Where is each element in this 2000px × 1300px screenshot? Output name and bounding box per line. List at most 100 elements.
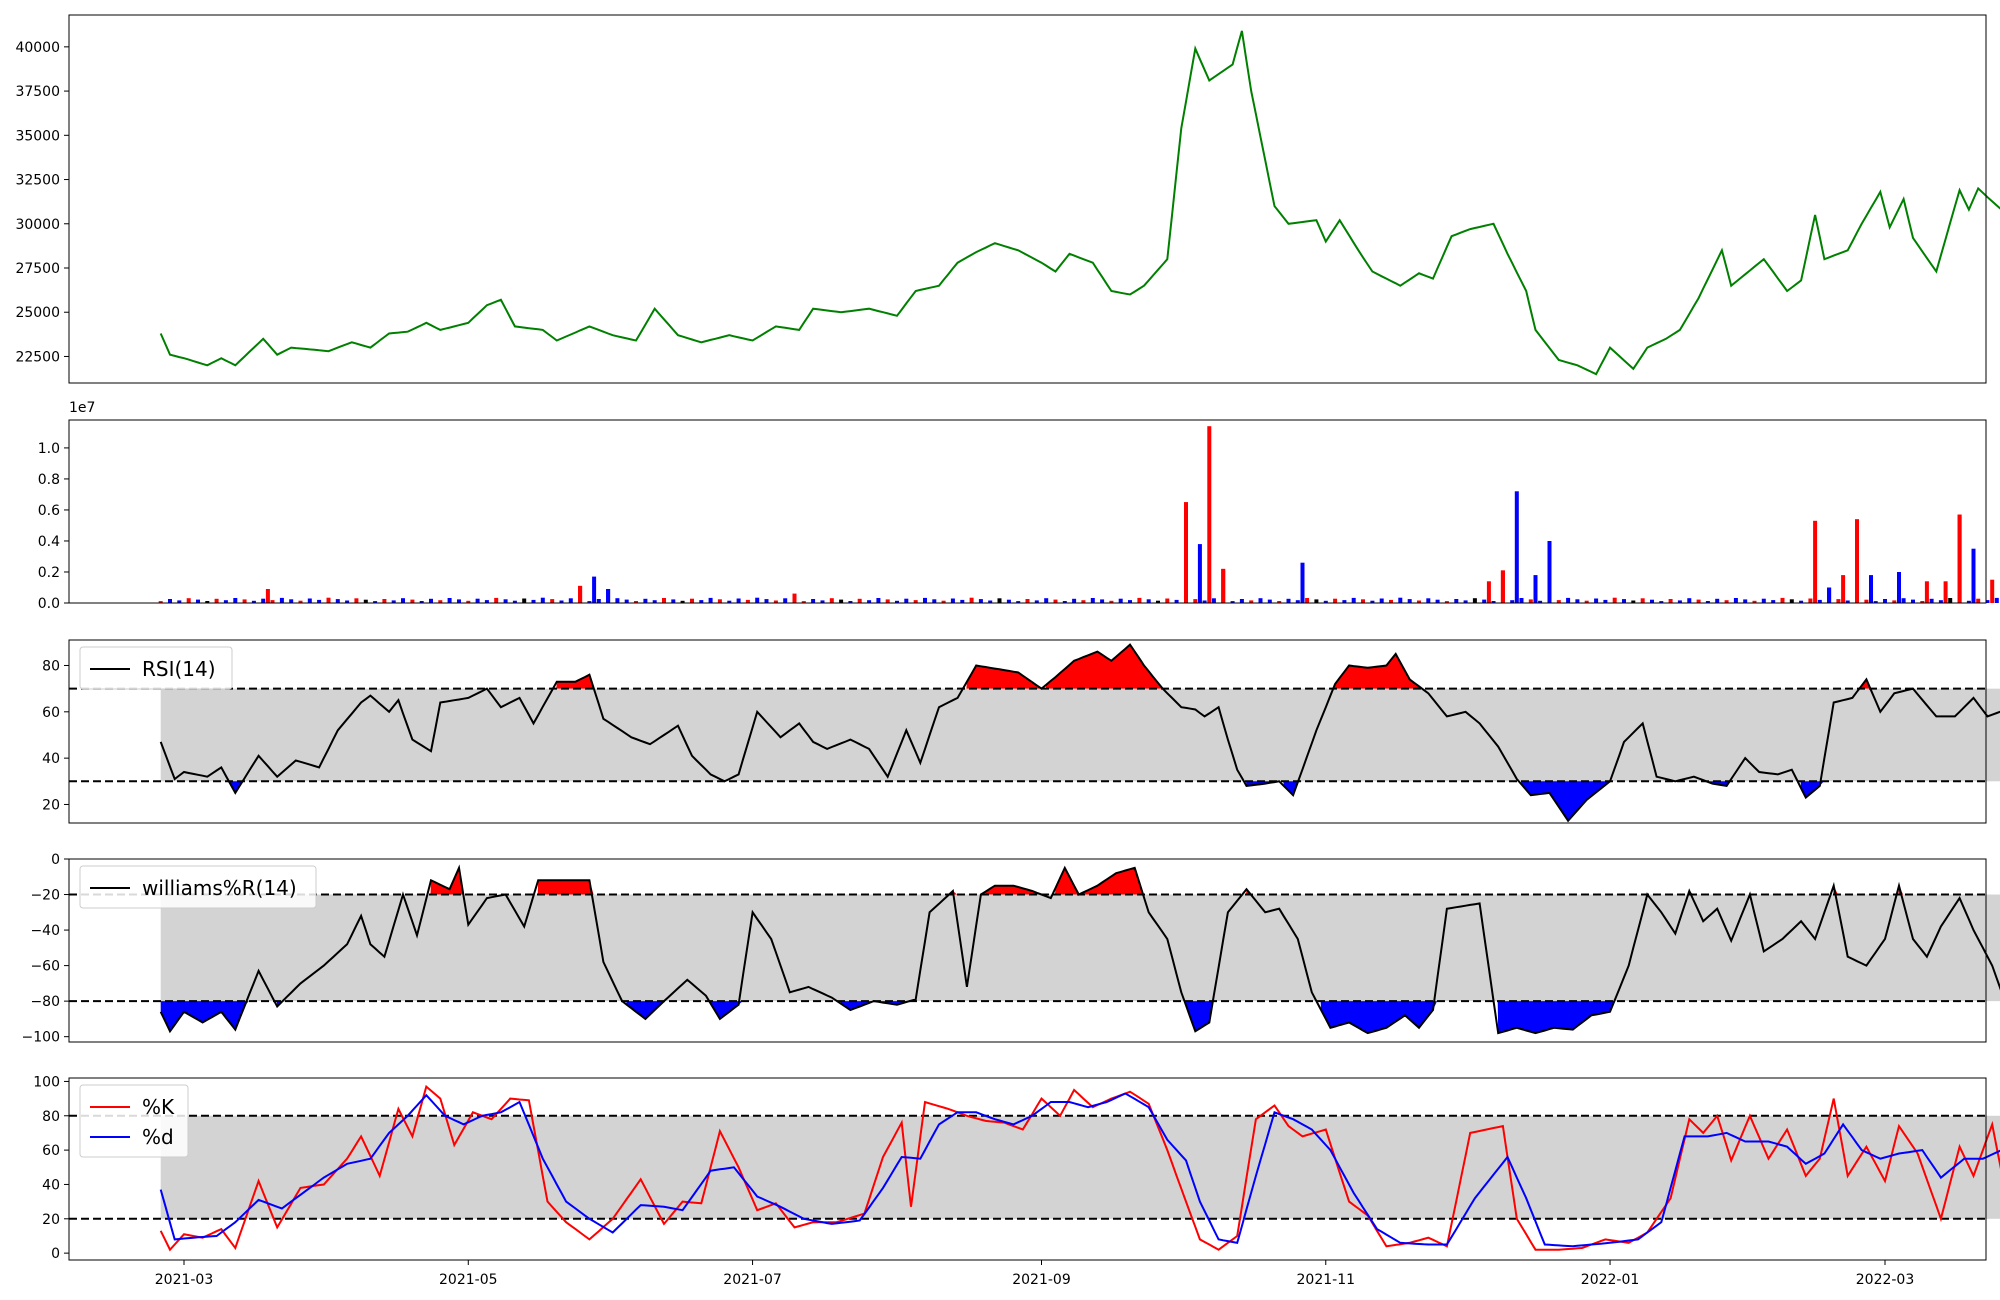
volume-bar xyxy=(540,597,545,603)
volume-bar xyxy=(1128,600,1132,603)
volume-frame xyxy=(68,419,1987,604)
volume-bar xyxy=(1314,599,1319,603)
volume-bar xyxy=(223,600,228,603)
volume-bar xyxy=(429,598,433,603)
volume-bar xyxy=(214,598,219,603)
volume-bar xyxy=(1575,599,1580,603)
volume-bar xyxy=(811,599,816,603)
volume-bar xyxy=(1594,598,1599,603)
rsi-band xyxy=(160,688,2000,782)
volume-bar xyxy=(643,598,648,603)
stochastic-d-line xyxy=(159,1092,2000,1248)
volume-bar xyxy=(1486,581,1491,603)
volume-bar xyxy=(596,599,601,603)
stochastic-ytick-label: 0 xyxy=(51,1246,60,1262)
volume-bar xyxy=(1295,600,1300,603)
volume-bar xyxy=(1990,579,1995,603)
volume-bar xyxy=(988,600,993,603)
volume-bar xyxy=(578,585,583,603)
volume-bar xyxy=(1472,598,1477,603)
stochastic-k-line xyxy=(159,1084,2000,1252)
williams-line xyxy=(159,864,2000,1035)
volume-bar xyxy=(801,601,806,603)
volume-bar xyxy=(1724,600,1729,603)
volume-ytick-label: 0.6 xyxy=(38,503,60,519)
volume-bar xyxy=(1435,599,1440,603)
rsi-frame xyxy=(68,639,1987,824)
volume-bar xyxy=(1342,600,1347,603)
volume-bar xyxy=(307,598,312,603)
volume-bar xyxy=(1943,581,1948,603)
volume-bar xyxy=(615,598,620,603)
volume-bar xyxy=(484,600,489,603)
williams-frame xyxy=(68,858,1987,1043)
volume-bar xyxy=(1090,598,1095,603)
volume-bar xyxy=(1864,599,1869,603)
volume-bar xyxy=(755,597,760,603)
volume-bar xyxy=(1547,541,1552,603)
volume-bar xyxy=(1631,600,1636,603)
volume-bar xyxy=(820,600,825,603)
price-frame xyxy=(68,14,1987,384)
volume-bar xyxy=(1911,599,1915,603)
volume-bar xyxy=(1650,599,1654,603)
volume-bar xyxy=(391,600,396,603)
volume-bar xyxy=(1398,597,1403,603)
volume-bar xyxy=(1538,600,1543,603)
stochastic-frame xyxy=(68,1077,1987,1261)
volume-bar xyxy=(447,598,452,603)
volume-bar xyxy=(1165,598,1170,603)
volume-bar xyxy=(1869,575,1873,603)
volume-bar xyxy=(978,599,983,603)
volume-bar xyxy=(1780,597,1785,603)
volume-bar xyxy=(792,593,797,603)
price-line xyxy=(159,30,2000,376)
volume-bar xyxy=(335,599,340,603)
volume-bar xyxy=(699,600,704,603)
volume-bar xyxy=(1873,601,1878,603)
volume-bar xyxy=(1603,599,1608,603)
volume-bar xyxy=(1715,598,1720,603)
volume-ytick-label: 1.0 xyxy=(38,441,60,457)
volume-bar xyxy=(1612,597,1617,603)
stochastic-ytick-label: 40 xyxy=(42,1177,60,1193)
volume-bar xyxy=(1500,570,1505,603)
volume-bar xyxy=(270,600,275,603)
volume-bar xyxy=(829,598,834,603)
volume-bar xyxy=(745,599,750,603)
volume-bar xyxy=(317,599,322,603)
volume-exponent-label: 1e7 xyxy=(69,400,95,416)
volume-bar xyxy=(382,599,387,603)
volume-bar xyxy=(592,576,597,603)
volume-bar xyxy=(848,601,853,603)
volume-bar xyxy=(764,599,769,603)
volume-bar xyxy=(1197,544,1202,603)
volume-bar xyxy=(1258,598,1263,603)
stochastic-ytick-label: 60 xyxy=(42,1143,60,1159)
volume-bar xyxy=(1389,599,1393,603)
price-panel: 22500 25000 27500 30000 32500 35000 37500 40000 xyxy=(15,14,2000,384)
volume-bar xyxy=(1249,600,1254,603)
volume-bar xyxy=(1062,601,1067,603)
volume-ytick-label: 0.0 xyxy=(38,596,60,612)
volume-bar xyxy=(960,599,965,603)
williams-legend-box xyxy=(79,865,317,909)
rsi-legend-box xyxy=(79,646,233,690)
volume-bar xyxy=(466,600,471,603)
stochastic-legend-box xyxy=(79,1084,189,1158)
x-tick-label: 2021-03 xyxy=(155,1272,214,1288)
volume-bar xyxy=(550,599,555,603)
volume-bar xyxy=(1948,598,1953,603)
volume-bar xyxy=(345,600,350,603)
volume-bar xyxy=(913,600,918,603)
volume-bar xyxy=(196,599,200,603)
volume-bar xyxy=(1444,601,1449,603)
volume-bar xyxy=(857,598,862,603)
volume-bar xyxy=(1929,598,1934,603)
williams-ytick-label: −40 xyxy=(30,923,60,939)
volume-bar xyxy=(298,600,303,603)
volume-bar xyxy=(1799,600,1804,603)
stochastic-ytick-label: 20 xyxy=(42,1212,60,1228)
volume-bar xyxy=(1370,600,1375,603)
x-tick-label: 2022-03 xyxy=(1856,1272,1915,1288)
